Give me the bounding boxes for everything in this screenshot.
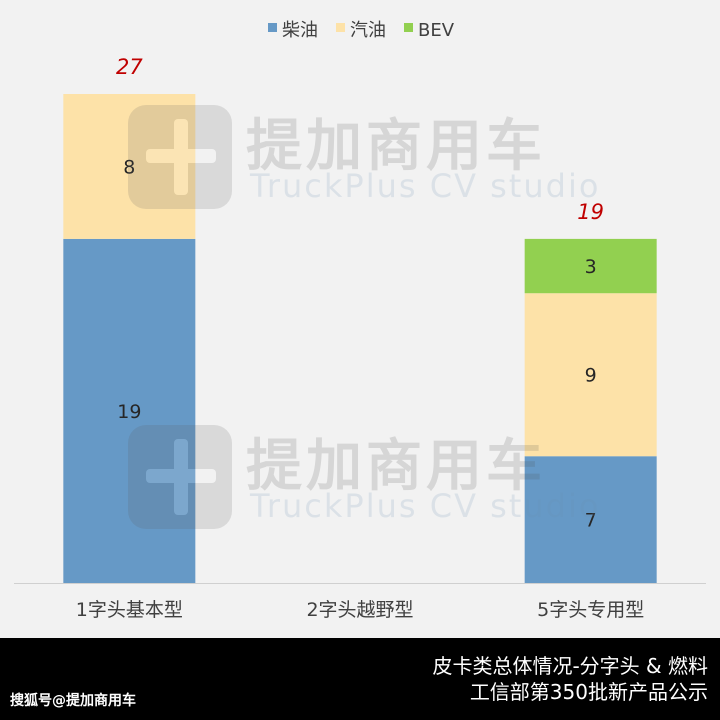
legend-item: 汽油 [336,20,386,41]
footer-banner: 皮卡类总体情况-分字头 & 燃料 工信部第350批新产品公示 搜狐号@提加商用车 [0,638,720,720]
stacked-bar-chart: 柴油 汽油 BEV 19 8 27 1字头基本型 2字头越野型 7 9 3 19 5字头专用型 [14,20,706,621]
legend-swatch-icon [404,23,413,32]
data-label: 8 [123,156,135,178]
bar-segment [524,293,657,457]
legend-item: 柴油 [268,20,318,41]
bar-segment [63,94,196,239]
legend-swatch-icon [336,23,345,32]
total-label: 27 [116,55,143,79]
legend-label: BEV [418,20,455,41]
caption-line-2: 工信部第350批新产品公示 [469,680,708,704]
data-label: 7 [585,510,597,532]
bar-segment [63,238,196,583]
data-label: 3 [585,256,597,278]
category-tick-label: 2字头越野型 [306,599,413,621]
legend-item: BEV [404,20,455,41]
legend-label: 汽油 [350,20,386,41]
bar-segment [524,456,657,583]
legend-swatch-icon [268,23,277,32]
data-label: 9 [585,365,597,387]
source-credit: 搜狐号@提加商用车 [10,693,136,709]
total-label: 19 [577,200,604,224]
category-tick-label: 1字头基本型 [76,599,183,621]
legend-label: 柴油 [282,20,318,41]
bar-segment [524,238,657,294]
caption-line-1: 皮卡类总体情况-分字头 & 燃料 [432,654,708,678]
data-label: 19 [117,401,141,423]
chart-area: 柴油 汽油 BEV 19 8 27 1字头基本型 2字头越野型 7 9 3 19 5字头专用型 [14,20,706,621]
category-tick-label: 5字头专用型 [537,599,644,621]
